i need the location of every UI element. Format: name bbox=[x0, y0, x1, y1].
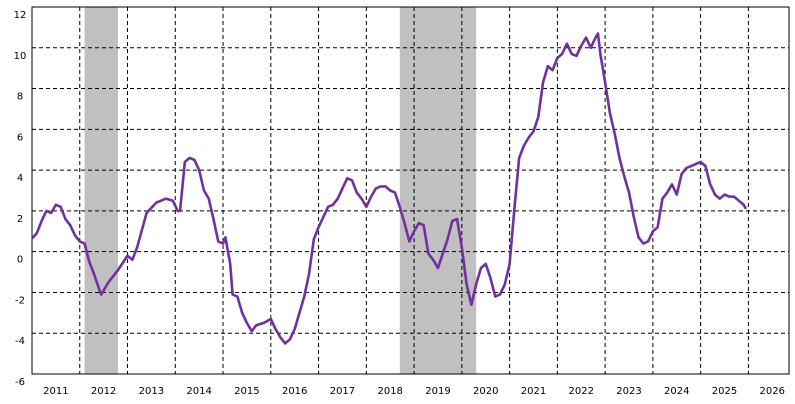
y-tick-label: 6 bbox=[17, 132, 23, 143]
x-tick-label: 2013 bbox=[139, 386, 164, 397]
x-tick-label: 2018 bbox=[377, 386, 402, 397]
y-tick-label: 10 bbox=[14, 51, 27, 62]
x-tick-label: 2017 bbox=[330, 386, 355, 397]
x-tick-label: 2014 bbox=[186, 386, 211, 397]
x-tick-label: 2026 bbox=[760, 386, 785, 397]
x-tick-label: 2019 bbox=[425, 386, 450, 397]
x-tick-label: 2025 bbox=[712, 386, 737, 397]
shaded-range bbox=[84, 7, 118, 374]
x-tick-label: 2012 bbox=[91, 386, 116, 397]
x-tick-label: 2024 bbox=[664, 386, 689, 397]
plot-frame bbox=[31, 6, 790, 375]
y-tick-label: 8 bbox=[17, 92, 23, 103]
y-tick-label: -6 bbox=[15, 377, 25, 388]
y-tick-label: -4 bbox=[15, 336, 25, 347]
y-tick-label: 0 bbox=[17, 255, 23, 266]
x-tick-label: 2023 bbox=[616, 386, 641, 397]
y-tick-label: 12 bbox=[14, 10, 27, 21]
series-line bbox=[31, 32, 748, 345]
x-tick-label: 2020 bbox=[473, 386, 498, 397]
y-tick-label: -2 bbox=[15, 295, 25, 306]
x-tick-label: 2016 bbox=[282, 386, 307, 397]
y-tick-label: 4 bbox=[17, 173, 23, 184]
x-tick-label: 2021 bbox=[521, 386, 546, 397]
shaded-range bbox=[399, 7, 477, 374]
y-tick-label: 2 bbox=[17, 214, 23, 225]
x-tick-label: 2022 bbox=[569, 386, 594, 397]
x-tick-label: 2011 bbox=[43, 386, 68, 397]
x-tick-label: 2015 bbox=[234, 386, 259, 397]
